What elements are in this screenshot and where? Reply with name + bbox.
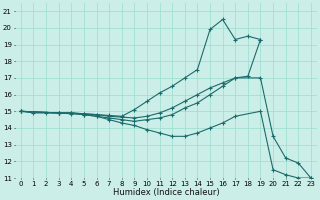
- X-axis label: Humidex (Indice chaleur): Humidex (Indice chaleur): [113, 188, 219, 197]
